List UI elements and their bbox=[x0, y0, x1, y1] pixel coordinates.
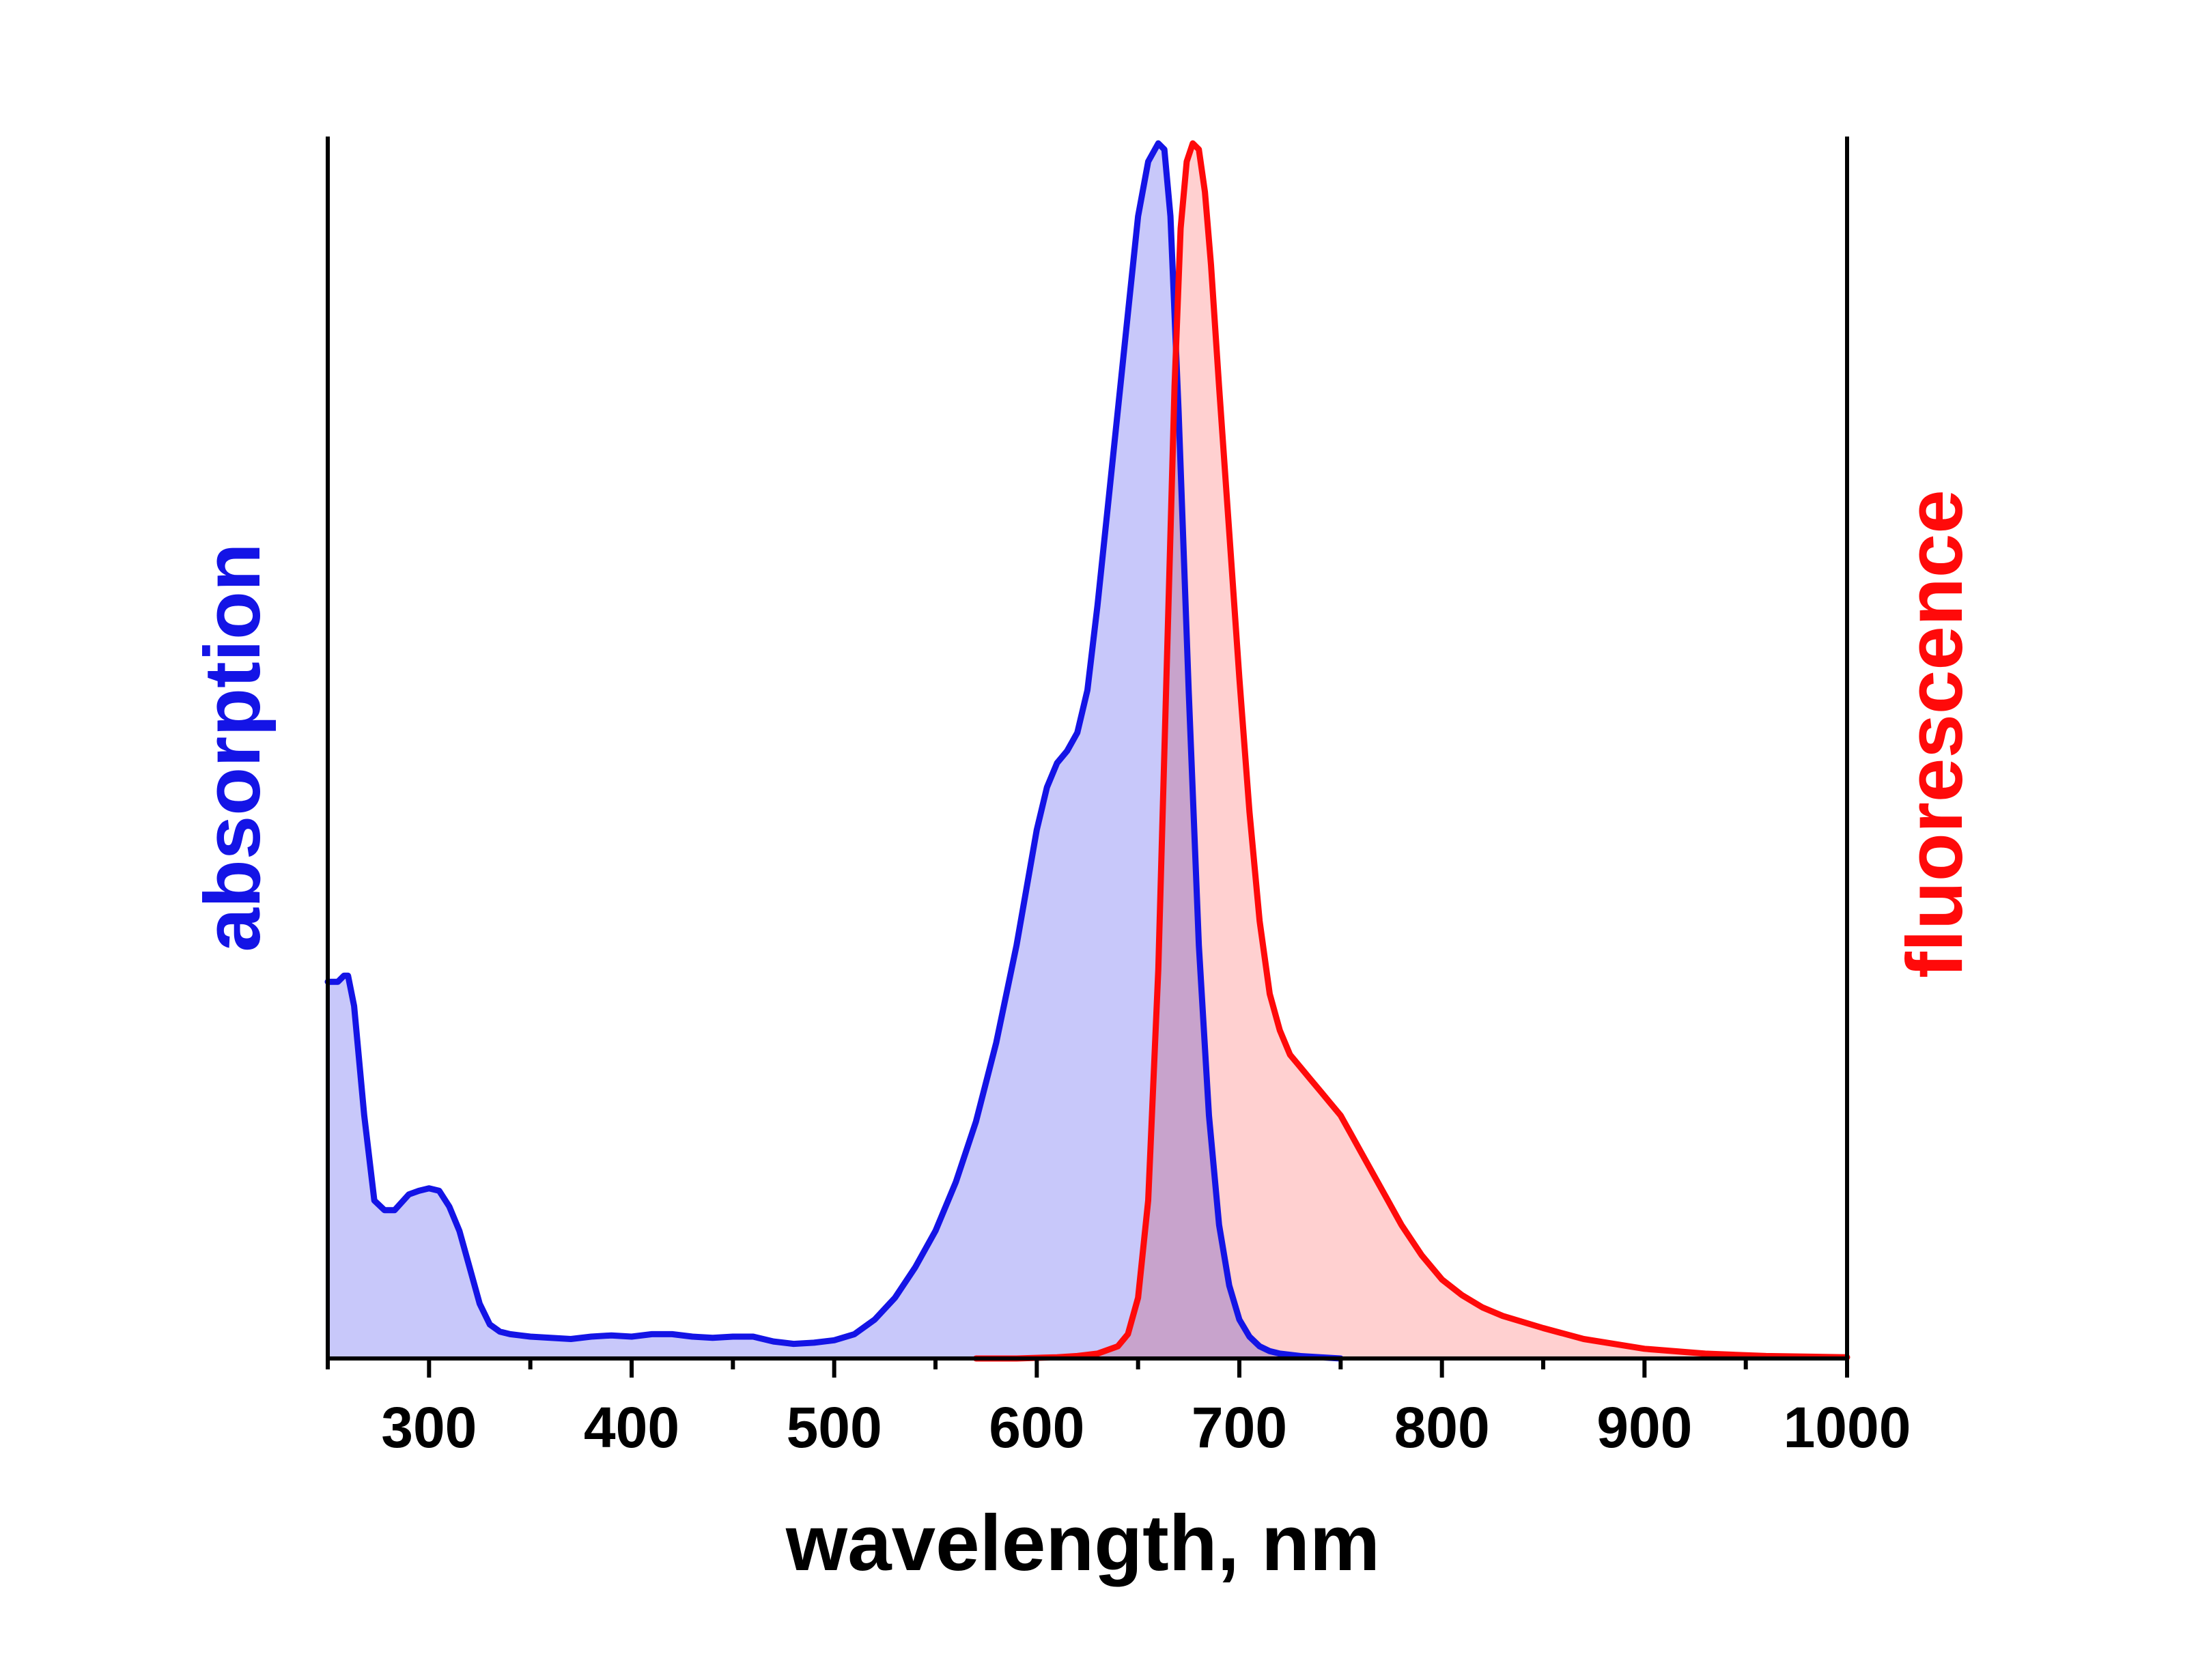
fill-layer bbox=[328, 143, 1847, 1358]
y-axis-left-title: absorption bbox=[188, 543, 277, 952]
y-axis-right-title: fluorescence bbox=[1890, 489, 1979, 978]
axis-labels: wavelength, nm absorption fluorescence bbox=[188, 489, 1979, 1587]
absorption-area bbox=[328, 143, 1341, 1358]
x-tick-label: 500 bbox=[787, 1395, 882, 1460]
fluorescence-area bbox=[976, 143, 1847, 1358]
x-tick-label: 800 bbox=[1394, 1395, 1490, 1460]
axes bbox=[326, 137, 1849, 1361]
x-tick-label: 1000 bbox=[1784, 1395, 1911, 1460]
absorption-line bbox=[324, 140, 1344, 1362]
x-tick-label: 400 bbox=[584, 1395, 679, 1460]
line-layer bbox=[324, 140, 1850, 1362]
x-axis-title: wavelength, nm bbox=[785, 1498, 1380, 1587]
x-tick-label: 600 bbox=[989, 1395, 1084, 1460]
x-tick-label: 700 bbox=[1192, 1395, 1287, 1460]
x-ticks: 300 400 500 600 700 800 900 1000 bbox=[326, 1358, 1911, 1460]
x-tick-label: 900 bbox=[1596, 1395, 1692, 1460]
x-tick-label: 300 bbox=[381, 1395, 477, 1460]
fluorescence-line bbox=[972, 140, 1850, 1362]
